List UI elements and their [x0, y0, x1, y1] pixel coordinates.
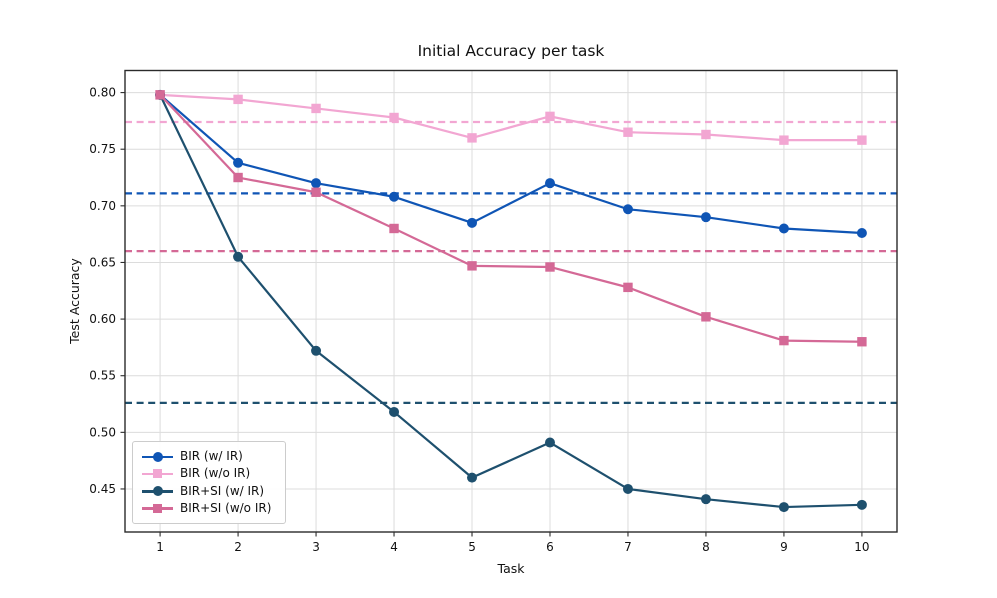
legend-swatch-line-square-icon [142, 502, 173, 514]
y-tick-label: 0.80 [89, 86, 116, 100]
data-point-square [623, 127, 633, 137]
y-axis-label-text: Test Accuracy [67, 258, 82, 344]
y-tick-label: 0.60 [89, 312, 116, 326]
legend-item: BIR+SI (w/o IR) [142, 500, 277, 517]
data-point-square [701, 312, 711, 322]
data-point-square [311, 187, 321, 197]
x-tick-label: 2 [234, 540, 242, 554]
legend-item: BIR (w/ IR) [142, 448, 277, 465]
data-point-square [623, 282, 633, 293]
data-point-circle [544, 178, 555, 189]
data-point-square [701, 129, 711, 140]
data-point-circle [856, 499, 867, 510]
y-tick-label: 0.55 [89, 369, 116, 383]
data-point-circle [389, 191, 400, 202]
data-point-circle [389, 406, 400, 417]
x-tick-label: 1 [156, 540, 164, 554]
data-point-square [779, 335, 789, 346]
data-point-circle [233, 157, 244, 168]
series-line [159, 94, 862, 343]
data-point-circle [233, 251, 244, 262]
data-point-circle [700, 212, 711, 223]
x-tick-label: 4 [390, 540, 398, 554]
legend-label: BIR+SI (w/ IR) [180, 483, 265, 498]
data-point-square [389, 223, 399, 234]
x-axis-label: Task [497, 561, 525, 576]
x-tick-label: 10 [854, 540, 869, 554]
series-line [159, 94, 862, 509]
legend-swatch-line-circle-icon [142, 451, 173, 463]
data-point-square [857, 337, 867, 347]
x-tick-label: 3 [312, 540, 320, 554]
y-tick-label: 0.65 [89, 255, 116, 269]
data-point-square [233, 94, 243, 105]
data-point-square [311, 103, 321, 114]
data-point-square [389, 112, 399, 123]
series-line [160, 93, 862, 142]
data-point-circle [467, 217, 478, 228]
data-point-circle [700, 494, 711, 505]
data-point-circle [544, 437, 555, 448]
legend: BIR (w/ IR) BIR (w/o IR) BIR+SI (w/ IR) … [132, 441, 286, 524]
data-point-circle [311, 345, 322, 356]
data-point-square [545, 262, 555, 272]
data-point-square [467, 261, 477, 271]
x-tick-label: 7 [624, 540, 632, 554]
data-point-square [233, 172, 243, 183]
data-point-square [545, 111, 555, 122]
legend-swatch-line-circle-icon [142, 485, 173, 497]
data-point-circle [467, 472, 478, 483]
legend-label: BIR (w/ IR) [180, 449, 243, 463]
data-point-square [779, 135, 789, 145]
data-point-circle [856, 228, 867, 239]
data-point-square [155, 90, 165, 100]
data-point-square [467, 133, 477, 143]
data-point-circle [622, 204, 633, 215]
series-line [159, 94, 862, 235]
legend-label: BIR (w/o IR) [180, 466, 251, 481]
data-point-circle [311, 178, 322, 189]
legend-item: BIR+SI (w/ IR) [142, 483, 277, 500]
legend-label: BIR+SI (w/o IR) [180, 500, 272, 515]
y-tick-label: 0.70 [89, 199, 116, 213]
x-tick-label: 5 [468, 540, 476, 554]
data-point-circle [778, 502, 789, 513]
data-point-circle [778, 223, 789, 234]
y-tick-label: 0.45 [89, 482, 116, 496]
y-tick-label: 0.75 [89, 142, 116, 156]
legend-swatch-line-square-icon [142, 468, 173, 480]
data-point-square [857, 135, 867, 145]
x-tick-label: 6 [546, 540, 554, 554]
legend-item: BIR (w/o IR) [142, 465, 277, 482]
x-tick-label: 9 [780, 540, 788, 554]
chart-title: Initial Accuracy per task [417, 42, 605, 60]
data-point-circle [622, 483, 633, 494]
x-tick-label: 8 [702, 540, 710, 554]
y-tick-label: 0.50 [89, 425, 116, 439]
axes-spines [124, 69, 898, 533]
